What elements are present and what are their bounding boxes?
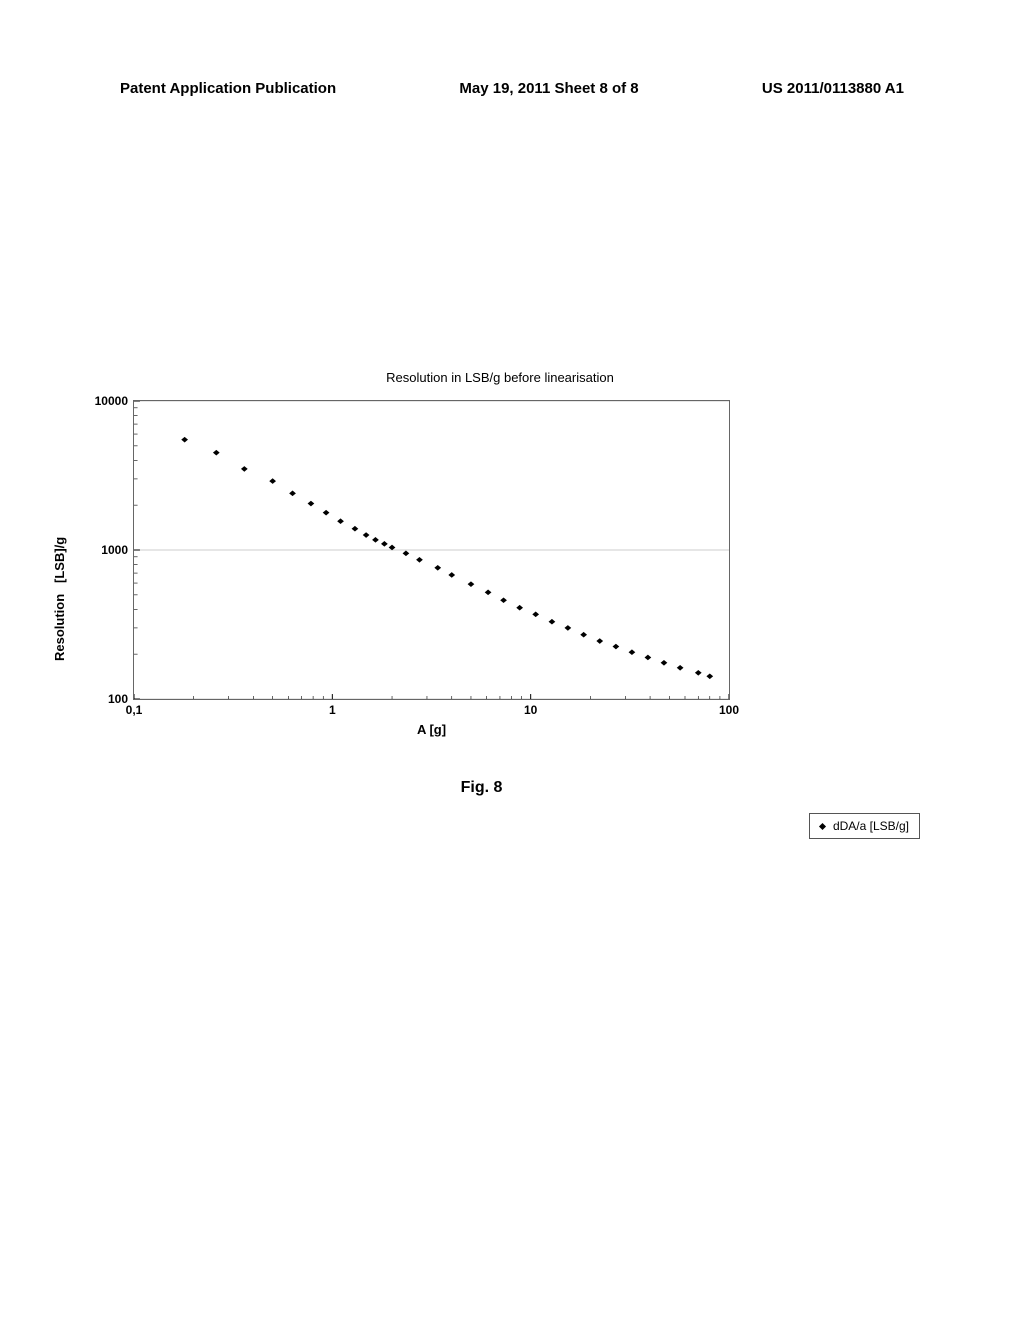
- page-header: Patent Application Publication May 19, 2…: [0, 80, 1024, 97]
- data-point: [695, 670, 702, 676]
- data-point: [468, 581, 475, 587]
- chart-container: Resolution in LSB/g before linearisation…: [50, 370, 950, 797]
- y-tick-label: 1000: [101, 543, 128, 557]
- data-point: [564, 625, 571, 631]
- header-center: May 19, 2011 Sheet 8 of 8: [459, 80, 638, 97]
- data-point: [516, 605, 523, 611]
- x-tick-label: 100: [719, 703, 739, 717]
- data-point: [580, 632, 587, 638]
- data-point: [323, 510, 330, 516]
- plot-area: 1001000100000,1110100: [133, 400, 730, 700]
- legend-marker-icon: [819, 822, 826, 829]
- x-tick-label: 10: [524, 703, 537, 717]
- data-point: [416, 557, 423, 563]
- data-point: [500, 597, 507, 603]
- header-right: US 2011/0113880 A1: [762, 80, 904, 97]
- data-point: [181, 437, 188, 443]
- data-point: [645, 655, 652, 661]
- legend: dDA/a [LSB/g]: [809, 813, 920, 839]
- data-point: [706, 673, 713, 679]
- y-label-part1: Resolution: [52, 593, 67, 660]
- data-point: [381, 541, 388, 547]
- data-point: [213, 450, 220, 456]
- data-point: [389, 545, 396, 551]
- data-point: [352, 526, 359, 532]
- data-point: [532, 612, 539, 618]
- x-tick-label: 0,1: [126, 703, 143, 717]
- data-point: [448, 572, 455, 578]
- data-point: [434, 565, 441, 571]
- data-point: [677, 665, 684, 671]
- data-point: [629, 649, 636, 655]
- data-point: [372, 537, 379, 543]
- data-point: [337, 518, 344, 524]
- data-point: [613, 644, 620, 650]
- chart-body: Resolution [LSB]/g 1001000100000,1110100…: [50, 400, 950, 797]
- legend-label: dDA/a [LSB/g]: [833, 819, 909, 833]
- data-point: [363, 532, 370, 538]
- data-point: [485, 590, 492, 596]
- figure-caption: Fig. 8: [13, 779, 950, 797]
- x-axis-label: A [g]: [133, 722, 730, 737]
- y-label-part2: [LSB]/g: [52, 536, 67, 582]
- data-point: [403, 551, 410, 557]
- data-point: [661, 660, 668, 666]
- data-point: [269, 478, 276, 484]
- data-point: [308, 501, 315, 507]
- y-axis-label: Resolution [LSB]/g: [50, 400, 69, 797]
- plot-column: 1001000100000,1110100 A [g] dDA/a [LSB/g…: [73, 400, 950, 797]
- data-point: [289, 491, 296, 497]
- data-point: [596, 638, 603, 644]
- header-left: Patent Application Publication: [120, 80, 336, 97]
- data-point: [549, 619, 556, 625]
- x-tick-label: 1: [329, 703, 336, 717]
- data-point: [241, 466, 248, 472]
- y-tick-label: 10000: [95, 394, 128, 408]
- plot-svg: [134, 401, 729, 699]
- chart-title: Resolution in LSB/g before linearisation: [50, 370, 950, 385]
